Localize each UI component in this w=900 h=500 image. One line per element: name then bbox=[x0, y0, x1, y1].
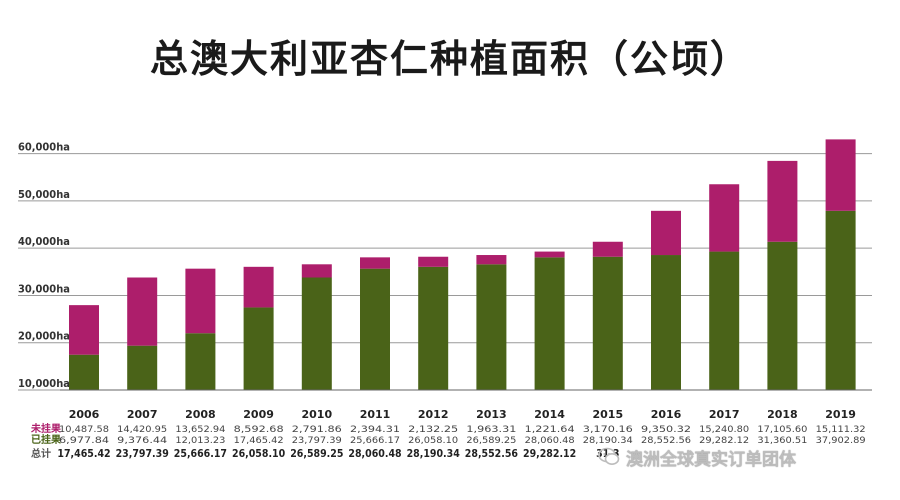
x-tick-label: 2010 bbox=[301, 408, 332, 421]
table-cell-total: 28,190.34 bbox=[407, 448, 461, 460]
table-cell-nonbearing: 15,111.32 bbox=[816, 425, 866, 435]
table-cell-bearing: 17,465.42 bbox=[234, 436, 284, 446]
bar-nonbearing bbox=[476, 255, 507, 265]
table-cell-nonbearing: 13,652.94 bbox=[175, 425, 225, 435]
x-tick-label: 2017 bbox=[709, 408, 740, 421]
bar-nonbearing bbox=[418, 256, 449, 267]
bar-bearing bbox=[651, 255, 681, 390]
x-tick-label: 2009 bbox=[243, 408, 274, 421]
bar-bearing bbox=[592, 256, 623, 390]
x-tick-label: 2006 bbox=[69, 408, 100, 421]
bar-nonbearing bbox=[243, 266, 274, 308]
table-cell-nonbearing: 15,240.80 bbox=[699, 425, 749, 435]
table-cell-nonbearing: 1,221.64 bbox=[525, 425, 575, 435]
y-tick-label: 20,000ha bbox=[18, 330, 70, 343]
row-label-total: 总计 bbox=[31, 447, 51, 460]
table-cell-bearing: 9,376.44 bbox=[117, 436, 167, 446]
bar-bearing bbox=[418, 266, 449, 390]
x-tick-label: 2008 bbox=[185, 408, 216, 421]
x-tick-label: 2016 bbox=[651, 408, 682, 421]
table-cell-nonbearing: 2,791.86 bbox=[292, 425, 342, 435]
y-tick-label: 10,000ha bbox=[18, 377, 70, 390]
bar-bearing bbox=[767, 241, 798, 390]
table-cell-nonbearing: 1,963.31 bbox=[466, 425, 516, 435]
table-cell-nonbearing: 17,105.60 bbox=[757, 425, 807, 435]
table-cell-bearing: 37,902.89 bbox=[816, 436, 866, 446]
x-tick-label: 2014 bbox=[534, 408, 565, 421]
bar-bearing bbox=[476, 264, 507, 390]
table-cell-bearing: 26,589.25 bbox=[466, 436, 516, 446]
bar-nonbearing bbox=[185, 268, 216, 334]
table-cell-total: 26,058.10 bbox=[232, 448, 286, 460]
table-cell-bearing: 26,058.10 bbox=[408, 436, 458, 446]
table-cell-nonbearing: 3,170.16 bbox=[583, 425, 633, 435]
table-cell-nonbearing: 8,592.68 bbox=[234, 425, 284, 435]
table-cell-bearing: 31,360.51 bbox=[757, 436, 807, 446]
bar-nonbearing bbox=[360, 257, 390, 269]
chat-icon bbox=[598, 447, 620, 465]
x-tick-label: 2019 bbox=[825, 408, 856, 421]
row-label-bearing: 已挂果 bbox=[31, 433, 62, 446]
bar-nonbearing bbox=[69, 305, 99, 355]
x-tick-label: 2007 bbox=[127, 408, 158, 421]
x-tick-label: 2013 bbox=[476, 408, 507, 421]
x-tick-label: 2018 bbox=[767, 408, 798, 421]
table-cell-nonbearing: 14,420.95 bbox=[117, 425, 167, 435]
table-cell-total: 28,552.56 bbox=[465, 448, 519, 460]
y-axis: 10,000ha 20,000ha 30,000ha 40,000ha 50,000ha… bbox=[18, 141, 70, 390]
y-tick-label: 40,000ha bbox=[18, 235, 70, 248]
y-tick-label: 50,000ha bbox=[18, 188, 70, 201]
bar-nonbearing bbox=[127, 277, 158, 346]
bar-nonbearing bbox=[592, 241, 623, 257]
table-cell-bearing: 12,013.23 bbox=[175, 436, 225, 446]
watermark: 澳洲全球真实订单团体 bbox=[598, 442, 898, 472]
bar-bearing bbox=[709, 251, 740, 390]
table-cell-total: 26,589.25 bbox=[290, 448, 343, 460]
table-cell-total: 28,060.48 bbox=[348, 448, 401, 460]
bar-nonbearing bbox=[534, 251, 565, 258]
bars bbox=[60, 139, 872, 391]
table-cell-nonbearing: 10,487.58 bbox=[59, 425, 109, 435]
x-tick-label: 2012 bbox=[418, 408, 449, 421]
bar-bearing bbox=[185, 333, 216, 390]
table-cell-total: 17,465.42 bbox=[57, 448, 110, 460]
table-cell-bearing: 28,060.48 bbox=[525, 436, 575, 446]
table-cell-bearing: 29,282.12 bbox=[699, 436, 749, 446]
x-tick-label: 2015 bbox=[592, 408, 623, 421]
bar-nonbearing bbox=[825, 139, 856, 211]
table-cell-nonbearing: 9,350.32 bbox=[641, 425, 691, 435]
bar-nonbearing bbox=[767, 160, 798, 242]
table-cell-bearing: 23,797.39 bbox=[292, 436, 342, 446]
table-cell-total: 29,282.12 bbox=[523, 448, 576, 460]
bar-bearing bbox=[127, 345, 158, 390]
table-cell-bearing: 6,977.84 bbox=[59, 436, 109, 446]
bar-nonbearing bbox=[709, 184, 740, 252]
bar-nonbearing bbox=[301, 264, 332, 278]
table-cell-bearing: 28,552.56 bbox=[641, 436, 691, 446]
bar-bearing bbox=[243, 307, 274, 390]
table-cell-bearing: 28,190.34 bbox=[583, 436, 633, 446]
y-tick-label: 60,000ha bbox=[18, 141, 70, 154]
y-tick-label: 30,000ha bbox=[18, 282, 70, 295]
table-cell-nonbearing: 2,132.25 bbox=[408, 425, 458, 435]
chart-title: 总澳大利亚杏仁种植面积（公顷） bbox=[149, 37, 750, 81]
table-cell-total: 23,797.39 bbox=[116, 448, 169, 460]
bar-bearing bbox=[825, 210, 856, 390]
table-cell-bearing: 25,666.17 bbox=[350, 436, 400, 446]
watermark-text: 澳洲全球真实订单团体 bbox=[626, 449, 796, 470]
bar-nonbearing bbox=[651, 210, 681, 256]
table-cell-nonbearing: 2,394.31 bbox=[350, 425, 400, 435]
bar-bearing bbox=[534, 257, 565, 390]
bar-bearing bbox=[301, 277, 332, 390]
x-tick-label: 2011 bbox=[360, 408, 391, 421]
bar-bearing bbox=[360, 268, 390, 390]
row-label-nonbearing: 未挂果 bbox=[30, 422, 62, 435]
table-cell-total: 25,666.17 bbox=[174, 448, 227, 460]
bar-bearing bbox=[69, 354, 99, 390]
